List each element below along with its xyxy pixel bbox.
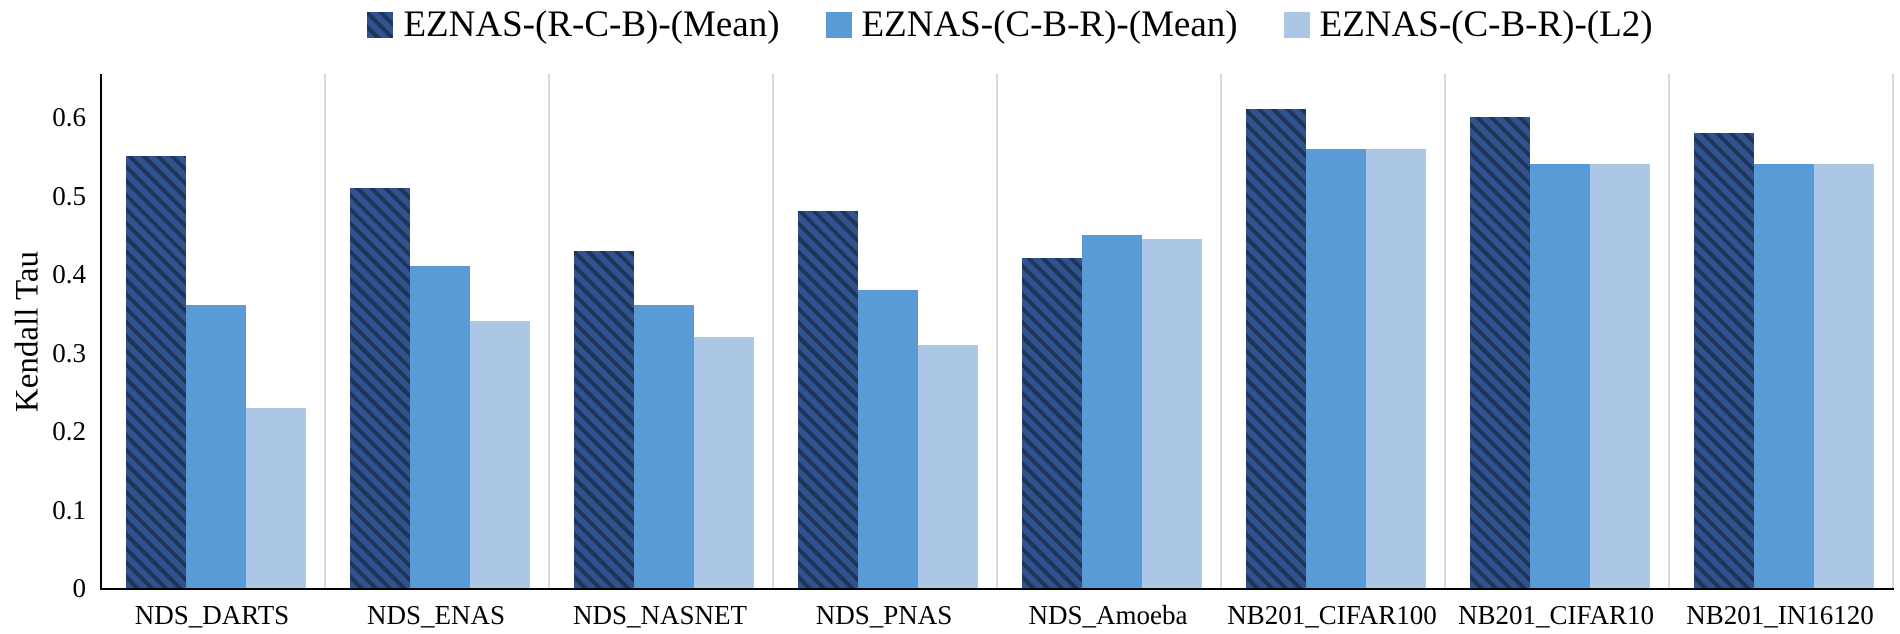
y-tick-label: 0.5 — [52, 181, 86, 211]
bar — [1366, 149, 1426, 588]
bar — [1022, 258, 1082, 588]
y-tick-label: 0.1 — [52, 495, 86, 525]
bar — [126, 156, 186, 588]
group-separator-gridline — [772, 74, 774, 588]
bar — [410, 266, 470, 588]
plot-area — [100, 74, 1894, 590]
legend: EZNAS-(R-C-B)-(Mean) EZNAS-(C-B-R)-(Mean)… — [0, 6, 1900, 43]
bar — [1814, 164, 1874, 588]
group-separator-gridline — [548, 74, 550, 588]
bar — [634, 305, 694, 588]
y-tick-label: 0.4 — [52, 259, 86, 289]
x-category-label: NB201_CIFAR10 — [1457, 600, 1655, 630]
bar — [574, 251, 634, 588]
x-category-label: NDS_Amoeba — [1028, 600, 1188, 630]
x-category-label: NDS_DARTS — [134, 600, 290, 630]
legend-item: EZNAS-(C-B-R)-(Mean) — [825, 4, 1238, 45]
bar — [918, 345, 978, 588]
legend-swatch — [825, 11, 852, 38]
bar — [1470, 117, 1530, 588]
bar — [1082, 235, 1142, 588]
legend-label: EZNAS-(R-C-B)-(Mean) — [403, 4, 780, 45]
bar — [1246, 109, 1306, 588]
bar — [470, 321, 530, 588]
x-category-label: NDS_ENAS — [366, 600, 506, 630]
x-category-label: NDS_NASNET — [572, 600, 747, 630]
legend-item: EZNAS-(C-B-R)-(L2) — [1283, 4, 1653, 45]
group-separator-gridline — [1668, 74, 1670, 588]
bar — [694, 337, 754, 588]
bar — [1530, 164, 1590, 588]
group-separator-gridline — [1220, 74, 1222, 588]
x-category-label: NB201_CIFAR100 — [1227, 600, 1437, 630]
bar — [798, 211, 858, 588]
legend-swatch — [367, 11, 394, 38]
bar — [1142, 239, 1202, 588]
group-separator-gridline — [324, 74, 326, 588]
x-category-label: NDS_PNAS — [815, 600, 953, 630]
bar — [858, 290, 918, 588]
bar — [1754, 164, 1814, 588]
bar — [350, 188, 410, 588]
bar — [1590, 164, 1650, 588]
y-tick-label: 0.6 — [52, 102, 86, 132]
bar — [186, 305, 246, 588]
legend-swatch — [1283, 11, 1310, 38]
y-tick-label: 0.2 — [52, 416, 86, 446]
bar — [246, 408, 306, 588]
y-tick-label: 0.3 — [52, 338, 86, 368]
legend-label: EZNAS-(C-B-R)-(Mean) — [861, 4, 1238, 45]
y-tick-label: 0 — [72, 573, 87, 603]
group-separator-gridline — [1892, 74, 1894, 588]
bar — [1694, 133, 1754, 588]
legend-item: EZNAS-(R-C-B)-(Mean) — [367, 4, 780, 45]
group-separator-gridline — [996, 74, 998, 588]
legend-label: EZNAS-(C-B-R)-(L2) — [1319, 4, 1653, 45]
bar — [1306, 149, 1366, 588]
group-separator-gridline — [1444, 74, 1446, 588]
x-category-label: NB201_IN16120 — [1686, 600, 1874, 630]
